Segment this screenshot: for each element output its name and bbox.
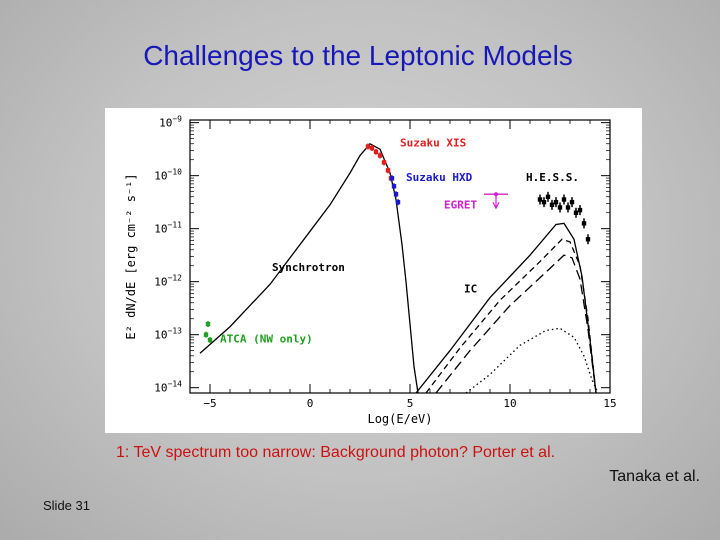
h-e-s-s-point xyxy=(581,221,587,226)
suzaku-hxd-point xyxy=(393,192,399,197)
ic-dotted-curve xyxy=(465,327,599,393)
synchrotron-label: Synchrotron xyxy=(272,261,345,274)
synchrotron-solid-curve xyxy=(199,143,419,393)
h-e-s-s-point xyxy=(565,205,571,210)
y-tick-label: 10−10 xyxy=(154,168,182,183)
y-tick-label: 10−9 xyxy=(159,115,182,130)
ic-solid-curve xyxy=(415,222,597,393)
h-e-s-s-point xyxy=(549,202,555,208)
suzaku-xis-point xyxy=(381,160,387,165)
h-e-s-s-point xyxy=(541,199,547,205)
h-e-s-s-point xyxy=(561,197,567,202)
h-e-s-s-point xyxy=(537,197,543,202)
h-e-s-s-label: H.E.S.S. xyxy=(526,171,579,184)
x-tick-label: 0 xyxy=(307,397,314,410)
egret-upper-limit-arrow xyxy=(492,201,500,210)
suzaku-hxd-point xyxy=(391,184,397,189)
egret-label: EGRET xyxy=(444,199,477,212)
y-tick-label: 10−14 xyxy=(154,380,182,395)
y-tick-label: 10−11 xyxy=(154,221,182,236)
h-e-s-s-point xyxy=(585,237,591,242)
plot-area xyxy=(199,143,599,393)
suzaku-xis-point xyxy=(385,168,391,173)
y-tick-label: 10−13 xyxy=(154,327,182,342)
h-e-s-s-point xyxy=(577,207,583,213)
slide-caption: 1: TeV spectrum too narrow: Background p… xyxy=(116,444,556,461)
y-axis-label: E² dN/dE [erg cm⁻² s⁻¹] xyxy=(124,173,138,339)
h-e-s-s-point xyxy=(569,199,575,205)
x-tick-label: 5 xyxy=(407,397,414,410)
sed-chart: −5 0 5 10 15 10−14 10−13 10−12 10−11 10−10 10−9 Log… xyxy=(124,115,617,426)
sed-figure: −5 0 5 10 15 10−14 10−13 10−12 10−11 10−10 10−9 Log… xyxy=(105,108,642,433)
suzaku-hxd-label: Suzaku HXD xyxy=(406,171,473,184)
atca-nw-only-point xyxy=(205,321,211,327)
x-axis-label: Log(E/eV) xyxy=(367,412,432,426)
suzaku-xis-point xyxy=(377,153,383,158)
ic-label: IC xyxy=(464,282,477,295)
atca-nw-only-point xyxy=(207,337,213,343)
h-e-s-s-point xyxy=(545,194,551,200)
x-tick-label: −5 xyxy=(203,397,216,410)
suzaku-xis-point xyxy=(373,149,379,155)
h-e-s-s-point xyxy=(557,205,563,210)
y-tick-label: 10−12 xyxy=(154,274,182,289)
plot-frame xyxy=(189,119,611,394)
slide-number: Slide 31 xyxy=(43,498,90,513)
slide-credit: Tanaka et al. xyxy=(609,468,700,485)
suzaku-hxd-point xyxy=(389,176,395,181)
x-tick-label: 10 xyxy=(503,397,516,410)
x-tick-label: 15 xyxy=(603,397,616,410)
slide-title: Challenges to the Leptonic Models xyxy=(143,40,573,71)
h-e-s-s-point xyxy=(573,210,579,215)
suzaku-hxd-point xyxy=(395,199,401,205)
atca-nw-only-label: ATCA (NW only) xyxy=(220,333,313,346)
suzaku-xis-point xyxy=(369,145,375,151)
suzaku-xis-point xyxy=(365,144,371,149)
h-e-s-s-point xyxy=(553,199,559,205)
atca-nw-only-point xyxy=(203,332,209,337)
ic-longdash-curve xyxy=(435,254,597,393)
ic-dashed-curve xyxy=(425,238,597,393)
suzaku-xis-label: Suzaku XIS xyxy=(400,137,466,150)
